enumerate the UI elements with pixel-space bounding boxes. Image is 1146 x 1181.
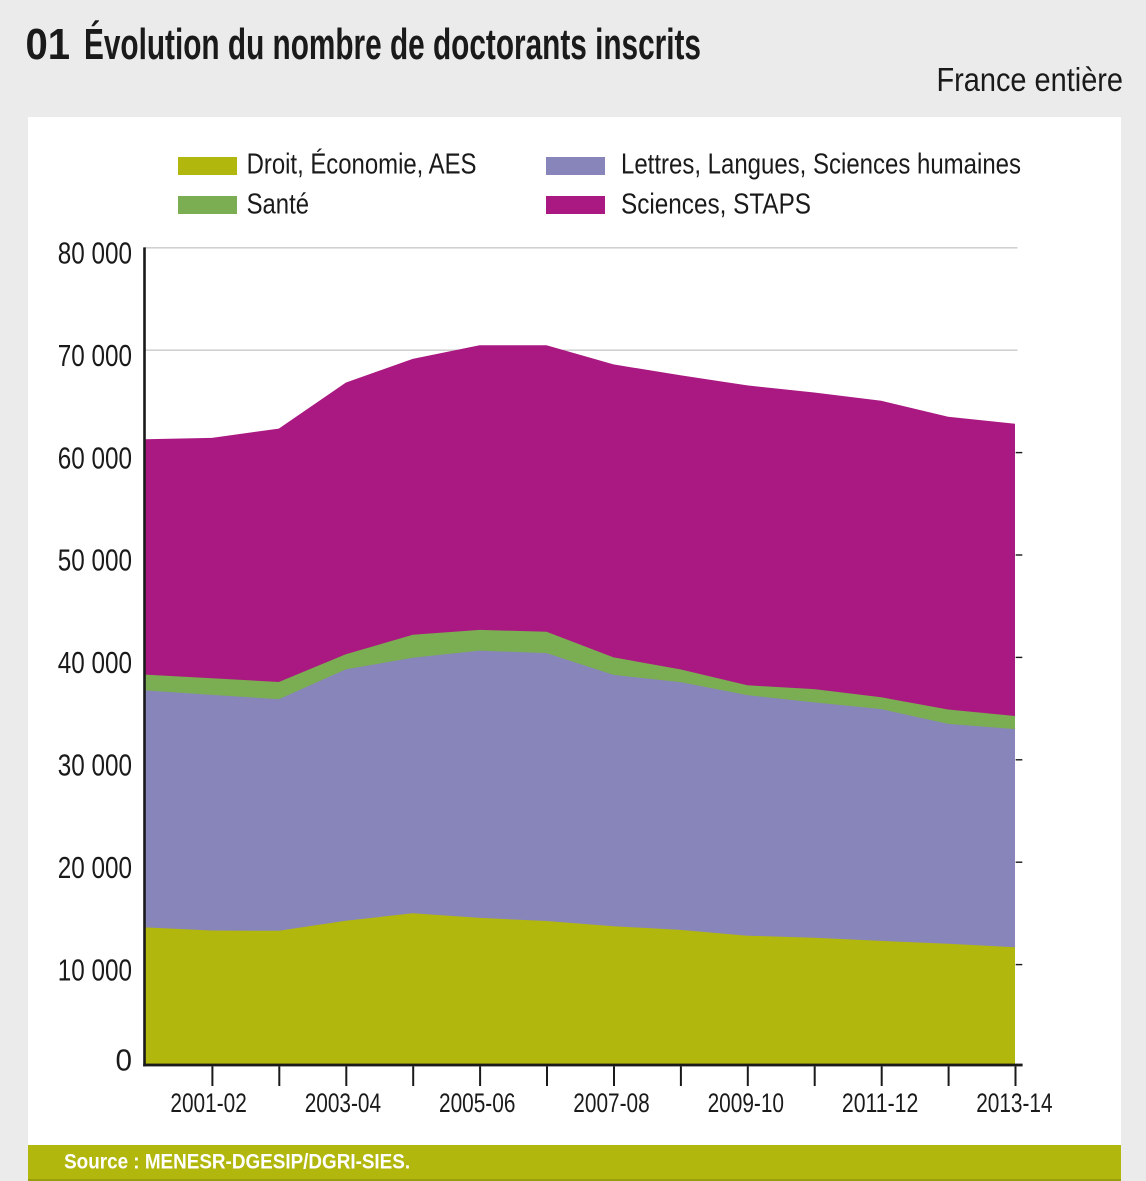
svg-text:80 000: 80 000: [58, 237, 132, 271]
svg-text:60 000: 60 000: [58, 441, 132, 475]
svg-text:2003-04: 2003-04: [305, 1088, 382, 1118]
svg-text:01: 01: [26, 20, 71, 69]
svg-text:40 000: 40 000: [58, 646, 132, 680]
svg-text:Sciences, STAPS: Sciences, STAPS: [621, 188, 811, 220]
svg-text:Lettres, Langues, Sciences hum: Lettres, Langues, Sciences humaines: [621, 148, 1021, 180]
svg-text:70 000: 70 000: [58, 339, 132, 373]
svg-text:50 000: 50 000: [58, 544, 132, 578]
svg-text:20 000: 20 000: [58, 851, 132, 885]
svg-text:2001-02: 2001-02: [170, 1088, 246, 1118]
svg-text:France entière: France entière: [937, 61, 1124, 98]
svg-text:30 000: 30 000: [58, 749, 132, 783]
svg-text:10 000: 10 000: [58, 953, 132, 987]
svg-text:Droit, Économie, AES: Droit, Économie, AES: [247, 147, 477, 180]
svg-text:2013-14: 2013-14: [976, 1088, 1053, 1118]
svg-text:2009-10: 2009-10: [708, 1088, 784, 1118]
svg-text:0: 0: [116, 1043, 133, 1077]
svg-text:2007-08: 2007-08: [573, 1088, 649, 1118]
svg-text:Santé: Santé: [247, 188, 309, 220]
svg-text:2011-12: 2011-12: [842, 1088, 918, 1118]
svg-text:2005-06: 2005-06: [439, 1088, 515, 1118]
svg-text:Évolution du nombre de doctora: Évolution du nombre de doctorants inscri…: [84, 19, 701, 69]
svg-text:Source : MENESR-DGESIP/DGRI-SI: Source : MENESR-DGESIP/DGRI-SIES.: [64, 1151, 410, 1174]
